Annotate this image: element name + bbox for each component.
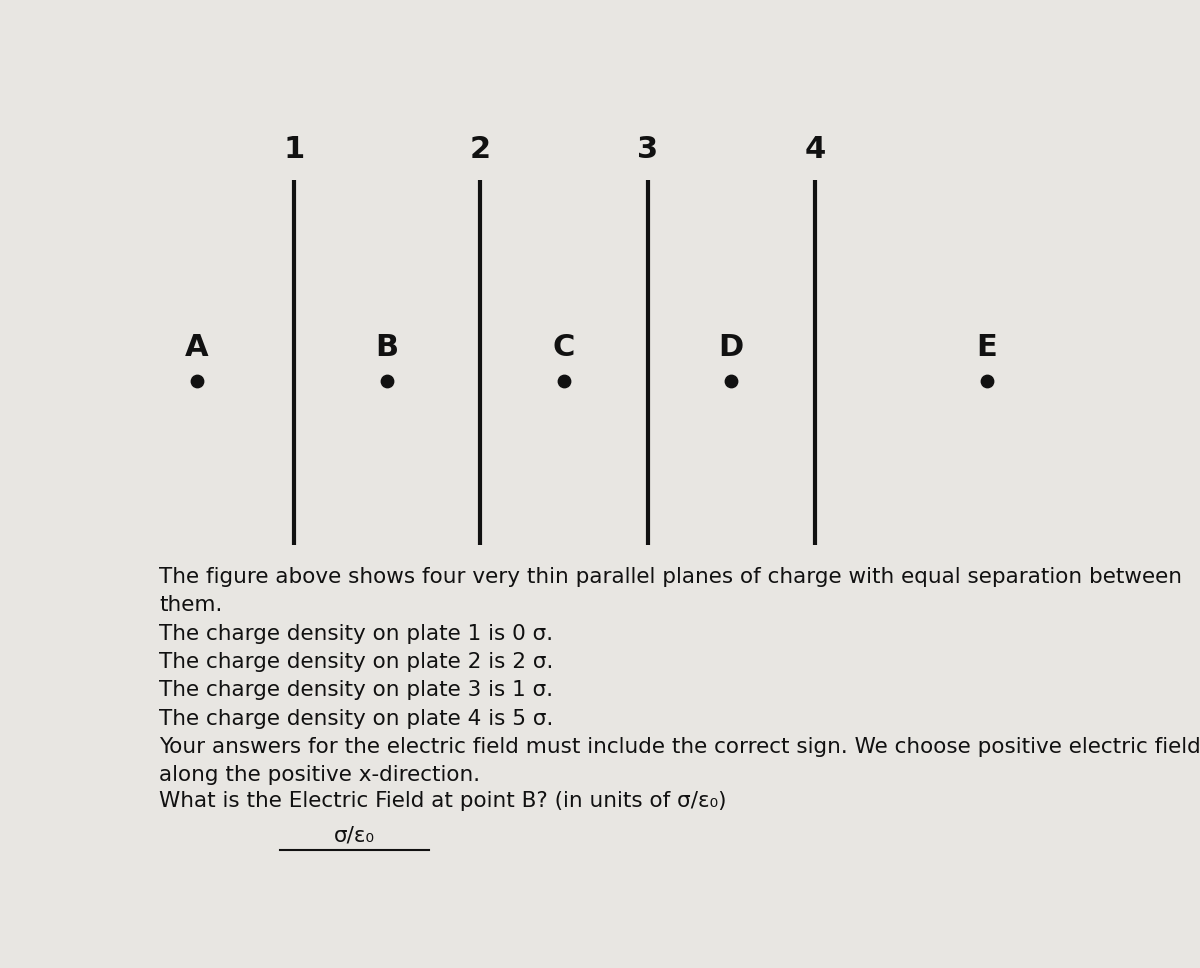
Text: The charge density on plate 3 is 1 σ.: The charge density on plate 3 is 1 σ. [160,681,553,701]
Point [187,373,206,388]
Point [721,373,740,388]
Point [554,373,574,388]
Text: The charge density on plate 4 is 5 σ.: The charge density on plate 4 is 5 σ. [160,709,553,729]
Text: 2: 2 [469,136,491,165]
Text: Your answers for the electric field must include the correct sign. We choose pos: Your answers for the electric field must… [160,737,1200,757]
Text: The charge density on plate 1 is 0 σ.: The charge density on plate 1 is 0 σ. [160,623,553,644]
Text: B: B [376,333,398,362]
Text: 4: 4 [804,136,826,165]
Text: D: D [719,333,744,362]
Point [378,373,397,388]
Point [977,373,996,388]
Text: them.: them. [160,595,223,616]
Text: A: A [185,333,209,362]
Text: σ/ε₀: σ/ε₀ [334,826,376,845]
Text: The charge density on plate 2 is 2 σ.: The charge density on plate 2 is 2 σ. [160,652,553,672]
Text: 1: 1 [283,136,305,165]
Text: C: C [553,333,575,362]
Text: The figure above shows four very thin parallel planes of charge with equal separ: The figure above shows four very thin pa… [160,567,1182,588]
Text: What is the Electric Field at point B? (in units of σ/ε₀): What is the Electric Field at point B? (… [160,791,727,811]
Text: E: E [977,333,997,362]
Text: 3: 3 [637,136,658,165]
Text: along the positive x-direction.: along the positive x-direction. [160,766,480,785]
